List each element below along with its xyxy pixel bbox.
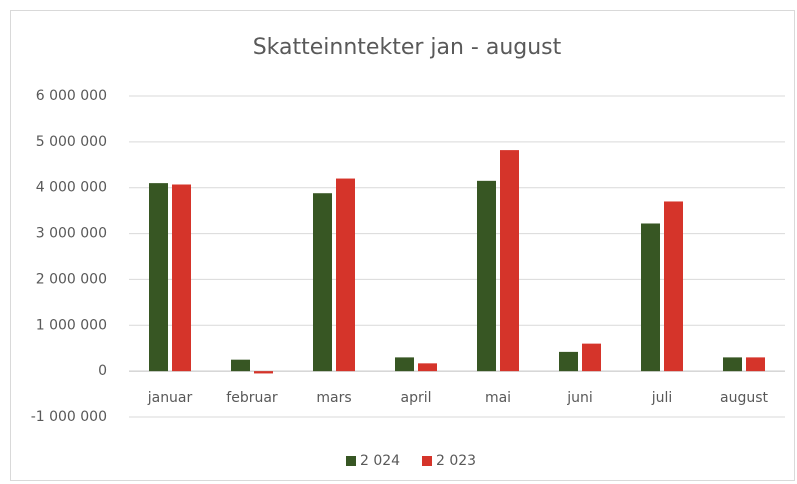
- legend-label: 2 024: [360, 453, 400, 469]
- y-tick-label: 5 000 000: [36, 134, 107, 150]
- bar: [313, 193, 332, 372]
- y-tick-label: 1 000 000: [36, 317, 107, 333]
- x-tick-label: mai: [485, 390, 511, 406]
- chart-title: Skatteinntekter jan - august: [253, 35, 562, 60]
- y-tick-label: -1 000 000: [31, 409, 107, 425]
- y-tick-label: 2 000 000: [36, 271, 107, 287]
- legend-swatch: [346, 456, 356, 466]
- bar: [641, 223, 660, 372]
- bar: [149, 183, 168, 372]
- y-tick-label: 6 000 000: [36, 88, 107, 104]
- bar: [418, 363, 437, 372]
- x-tick-label: februar: [226, 390, 278, 406]
- bar: [336, 178, 355, 372]
- bar: [559, 351, 578, 372]
- legend-swatch: [422, 456, 432, 466]
- x-tick-label: juli: [651, 390, 673, 406]
- legend-label: 2 023: [436, 453, 476, 469]
- x-tick-label: august: [720, 390, 769, 406]
- bar: [477, 180, 496, 372]
- bar: [746, 357, 765, 372]
- bar: [500, 150, 519, 372]
- x-tick-label: januar: [147, 390, 193, 406]
- bar: [723, 357, 742, 372]
- y-tick-label: 4 000 000: [36, 180, 107, 196]
- bar: [395, 357, 414, 372]
- bar: [254, 371, 273, 374]
- bar: [582, 343, 601, 372]
- y-tick-label: 3 000 000: [36, 226, 107, 242]
- bar: [664, 201, 683, 372]
- bar: [172, 184, 191, 372]
- bar: [231, 359, 250, 372]
- y-tick-label: 0: [98, 363, 107, 379]
- chart-border: [10, 10, 795, 481]
- x-tick-label: juni: [566, 390, 593, 406]
- x-tick-label: mars: [316, 390, 351, 406]
- x-tick-label: april: [400, 390, 431, 406]
